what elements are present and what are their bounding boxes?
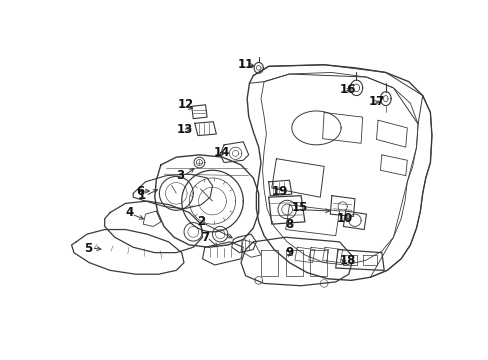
Text: 16: 16 <box>339 83 355 96</box>
Text: 6: 6 <box>136 185 144 198</box>
Text: 5: 5 <box>84 242 92 255</box>
Text: 3: 3 <box>176 169 184 182</box>
Text: 7: 7 <box>201 231 209 244</box>
Text: 4: 4 <box>125 206 133 219</box>
Text: 15: 15 <box>291 202 307 215</box>
Text: 13: 13 <box>176 123 192 136</box>
Text: 17: 17 <box>368 95 384 108</box>
Text: 18: 18 <box>339 254 355 267</box>
Text: 19: 19 <box>271 185 287 198</box>
Text: 11: 11 <box>238 58 254 71</box>
Text: 8: 8 <box>285 219 293 231</box>
Text: 12: 12 <box>178 98 194 111</box>
Text: 9: 9 <box>285 246 293 259</box>
Text: 14: 14 <box>213 146 229 159</box>
Text: 2: 2 <box>197 215 205 228</box>
Text: 1: 1 <box>137 189 145 202</box>
Text: 10: 10 <box>336 212 352 225</box>
